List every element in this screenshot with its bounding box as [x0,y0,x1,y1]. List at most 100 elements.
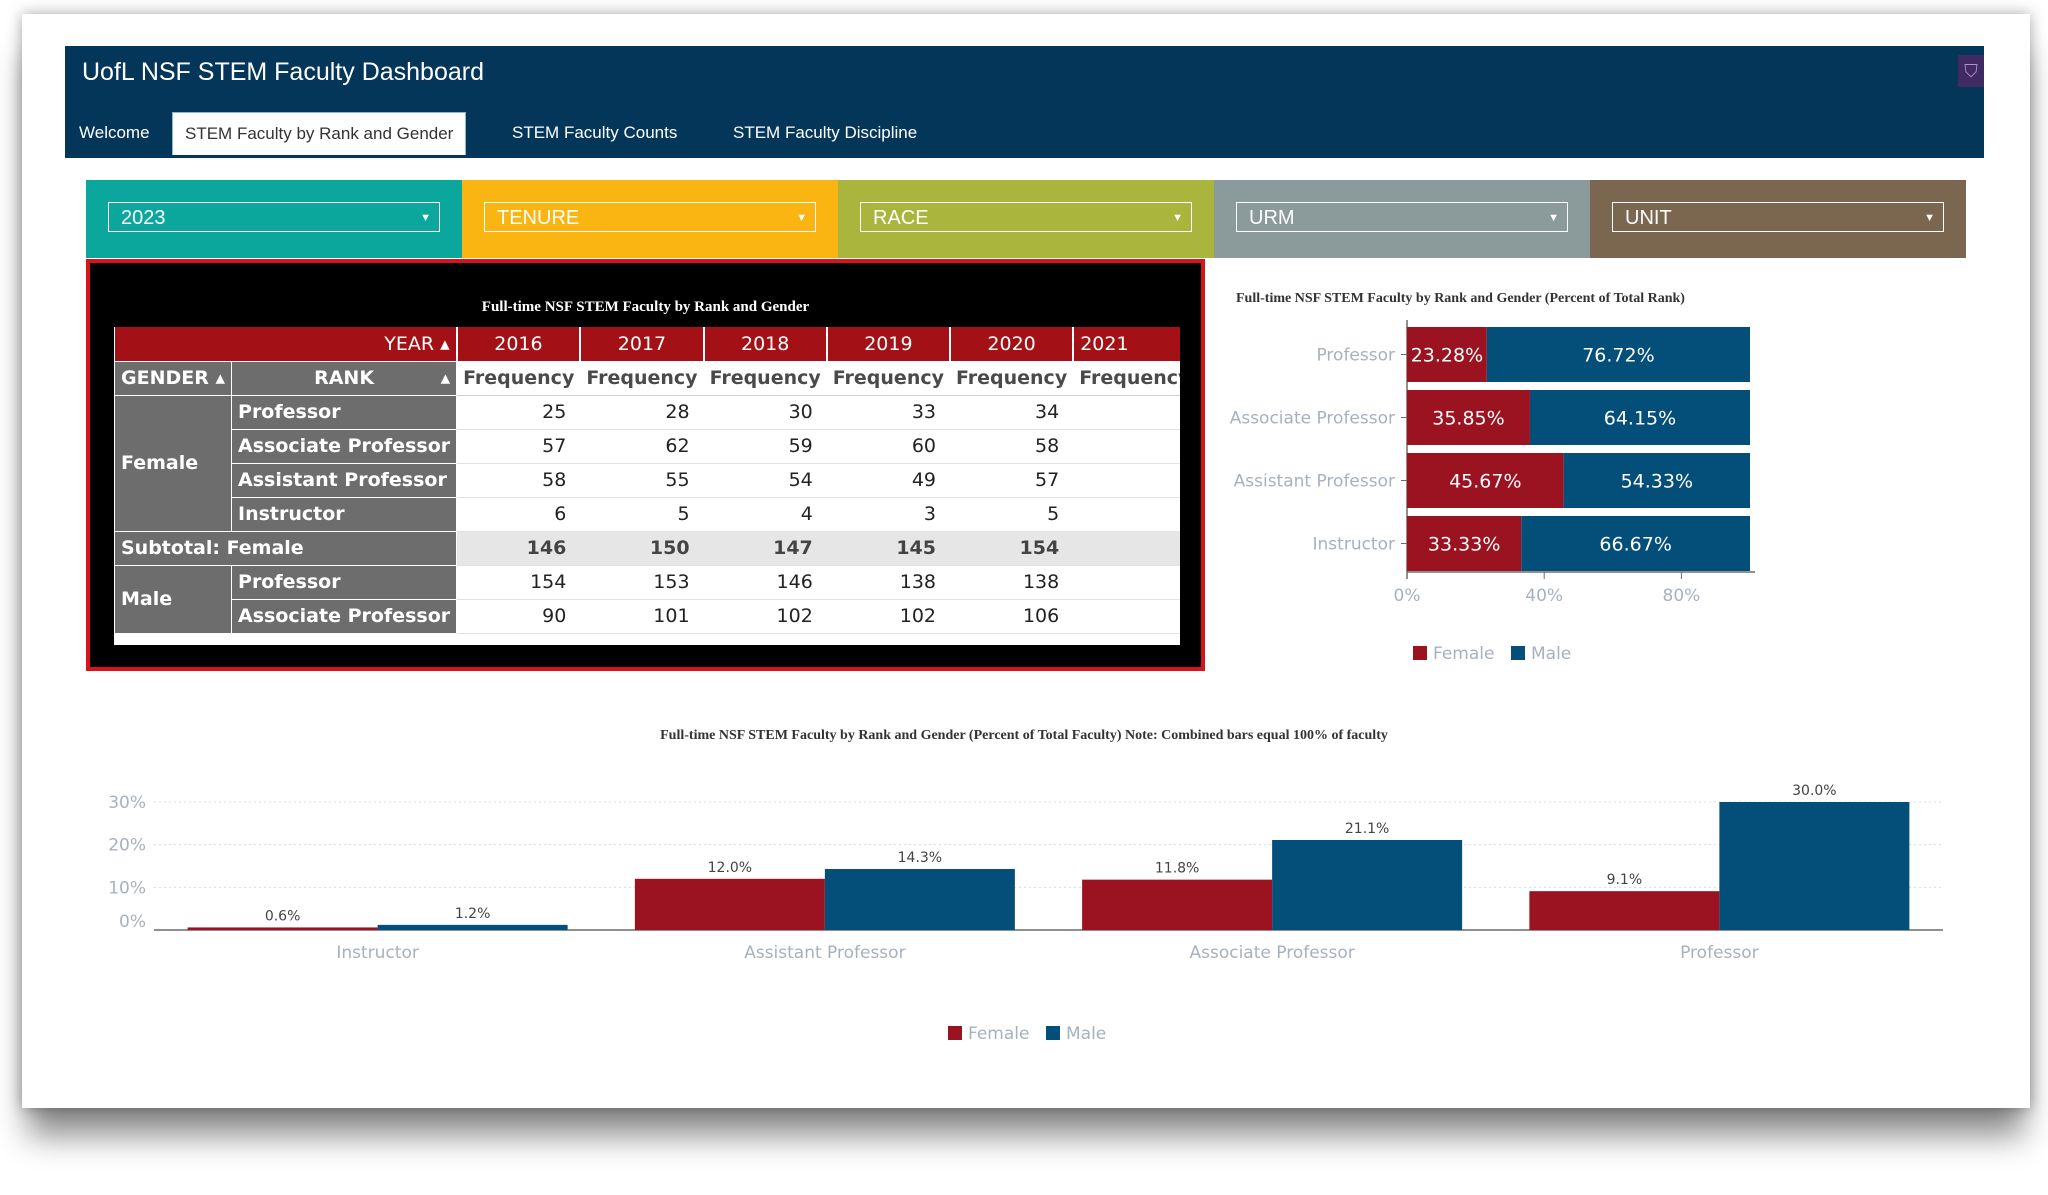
measure-header: Frequency [703,361,827,396]
table-cell: 5 [950,497,1074,532]
tenure-select[interactable]: TENURE ▼ [484,202,816,232]
table-cell: 146 [703,565,827,600]
race-select-value: RACE [873,207,929,229]
x-tick-label: 80% [1663,586,1701,606]
pivot-table[interactable]: YEAR ▴ 2016 2017 2018 2019 2020 2021 GEN… [114,327,1180,645]
tab-welcome[interactable]: Welcome [79,123,150,142]
table-cell: 57 [456,429,581,464]
bar-male [824,868,1015,930]
legend-label: Female [1433,644,1494,664]
rank-label: Professor [231,394,458,430]
bar-female [1407,516,1522,571]
rank-label: Instructor [231,496,458,532]
filter-icon[interactable]: ⛉ [1958,55,1984,87]
subtotal-female-label: Subtotal: Female [114,530,458,566]
table-cell: 55 [580,463,704,498]
rank-label: Assistant Professor [231,462,458,498]
gender-header[interactable]: GENDER ▴ [114,360,233,396]
bar-label: 12.0% [708,860,752,876]
year-col-2020: 2020 [948,327,1074,361]
subtotal-cell: 145 [826,531,950,566]
bar-label: 9.1% [1607,872,1643,888]
tab-faculty-counts[interactable]: STEM Faculty Counts [512,123,678,142]
bar-female [1407,453,1564,508]
table-cell: 60 [826,429,950,464]
legend-swatch [948,1026,962,1040]
bar-male [1486,327,1750,382]
year-col-2021: 2021 [1072,327,1180,361]
bar-label: 35.85% [1432,408,1504,430]
category-label: Professor [1316,346,1395,366]
table-cell: 5 [580,497,704,532]
bar-female [1407,390,1530,445]
table-cell: 49 [826,463,950,498]
tab-rank-gender[interactable]: STEM Faculty by Rank and Gender [172,112,467,155]
legend-label: Male [1066,1024,1106,1044]
bar-label: 54.33% [1621,471,1693,493]
table-cell: 33 [826,395,950,430]
bar-label: 1.2% [455,906,491,922]
year-header[interactable]: YEAR ▴ [114,327,457,361]
table-cell: 34 [950,395,1074,430]
bar-female [1529,891,1720,930]
table-cell [1073,565,1180,600]
app-title: UofL NSF STEM Faculty Dashboard [82,58,484,86]
table-cell [1073,599,1180,634]
year-select-value: 2023 [121,207,166,229]
category-label: Instructor [1313,535,1395,555]
subtotal-cell: 150 [580,531,704,566]
legend-swatch [1511,646,1525,660]
measure-header: Frequency [826,361,950,396]
bar-label: 23.28% [1411,345,1483,367]
y-tick-label: 20% [108,836,146,856]
measure-header: Frequency [456,361,581,396]
bar-male [1521,516,1750,571]
sort-arrow-icon: ▴ [440,367,451,389]
subtotal-cell: 146 [456,531,581,566]
year-select[interactable]: 2023 ▼ [108,202,440,232]
bar-male [1529,390,1750,445]
measure-header: Frequency [950,361,1074,396]
y-tick-label: 10% [108,878,146,898]
category-label: Assistant Professor [1234,472,1395,492]
measure-header: Frequency [580,361,704,396]
rank-header-label: RANK [314,367,375,389]
subtotal-cell: 154 [950,531,1074,566]
race-filter-panel: RACE ▼ [838,180,1214,258]
race-select[interactable]: RACE ▼ [860,202,1192,232]
table-cell: 62 [580,429,704,464]
app-header: UofL NSF STEM Faculty Dashboard ⛉ Welcom… [65,46,1984,158]
table-cell: 25 [456,395,581,430]
bar-label: 0.6% [265,908,301,924]
category-label: Assistant Professor [744,943,905,963]
rank-header[interactable]: RANK ▴ [231,360,458,396]
table-cell: 28 [580,395,704,430]
chevron-down-icon: ▼ [1548,212,1559,224]
bar-male [1719,802,1910,930]
table-cell: 30 [703,395,827,430]
bar-female [187,927,378,930]
chevron-down-icon: ▼ [1924,212,1935,224]
legend-swatch [1046,1026,1060,1040]
table-cell: 153 [580,565,704,600]
table-cell: 59 [703,429,827,464]
bar-male [1272,839,1463,930]
category-label: Professor [1680,943,1759,963]
unit-select[interactable]: UNIT ▼ [1612,202,1944,232]
table-cell [1073,497,1180,532]
table-cell [1073,429,1180,464]
faculty-percent-chart: 0% 10% 20% 30% 0.6% 1.2% Instructor 12.0% 14.3% A… [108,783,1943,1044]
chevron-down-icon: ▼ [420,212,431,224]
table-cell: 4 [703,497,827,532]
chevron-down-icon: ▼ [1172,212,1183,224]
urm-select[interactable]: URM ▼ [1236,202,1568,232]
table-cell: 3 [826,497,950,532]
faculty-percent-chart-title: Full-time NSF STEM Faculty by Rank and G… [660,728,1388,743]
legend-label: Female [968,1024,1029,1044]
chevron-down-icon: ▼ [796,212,807,224]
bar-label: 14.3% [898,850,942,866]
tab-faculty-discipline[interactable]: STEM Faculty Discipline [733,123,918,142]
bar-label: 11.8% [1155,861,1199,877]
y-tick-label: 0% [119,912,146,932]
table-cell: 57 [950,463,1074,498]
